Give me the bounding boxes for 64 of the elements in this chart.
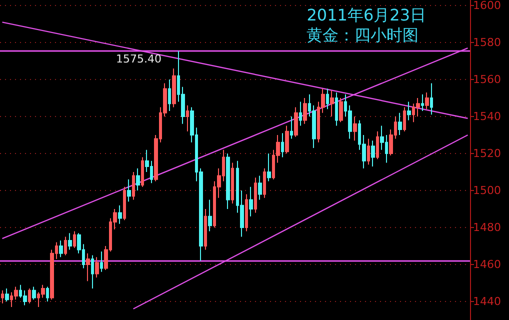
candlestick bbox=[91, 254, 94, 290]
candlestick bbox=[254, 177, 257, 214]
candlestick bbox=[141, 156, 144, 188]
candlestick bbox=[353, 116, 357, 142]
y-tick-label: 1580 bbox=[473, 36, 501, 50]
candlestick bbox=[421, 94, 424, 112]
y-tick-label: 1520 bbox=[473, 147, 501, 160]
candlestick bbox=[64, 236, 67, 256]
candlestick bbox=[123, 186, 126, 221]
annotation: 1575.40 bbox=[116, 52, 162, 66]
candlestick bbox=[136, 168, 140, 192]
y-tick-label: 1440 bbox=[473, 295, 501, 308]
candlestick bbox=[263, 168, 266, 198]
candlestick bbox=[95, 256, 99, 278]
candlestick bbox=[168, 79, 171, 112]
candlestick bbox=[371, 140, 375, 167]
candlestick bbox=[335, 92, 338, 126]
candlestick bbox=[290, 116, 293, 140]
candlestick bbox=[73, 230, 76, 248]
candlestick bbox=[226, 153, 230, 210]
candlestick bbox=[1, 290, 4, 304]
candlestick bbox=[186, 104, 189, 132]
candlestick bbox=[403, 106, 406, 132]
candlestick bbox=[376, 130, 379, 160]
candlestick bbox=[398, 112, 402, 136]
candlestick bbox=[326, 88, 329, 110]
candlestick bbox=[367, 138, 370, 166]
candlestick bbox=[231, 162, 234, 204]
text: 黄金：四小时图 bbox=[306, 26, 419, 44]
candlestick bbox=[285, 125, 289, 154]
candlestick bbox=[100, 251, 103, 272]
y-tick-label: 1460 bbox=[473, 258, 501, 272]
candlestick bbox=[281, 132, 284, 158]
y-tick-label: 1600 bbox=[473, 0, 501, 12]
candlestick bbox=[407, 101, 411, 121]
candlestick bbox=[294, 106, 298, 138]
y-tick-label: 1500 bbox=[473, 184, 501, 198]
candlestick bbox=[86, 252, 90, 282]
candlestick bbox=[172, 68, 176, 108]
candlestick bbox=[425, 92, 429, 110]
y-tick-label: 1540 bbox=[473, 110, 501, 124]
candlestick bbox=[28, 288, 31, 304]
candlestick bbox=[46, 286, 49, 302]
chart-title: 2011年6月23日 bbox=[306, 6, 426, 24]
candlestick bbox=[249, 186, 253, 217]
candlestick bbox=[303, 98, 307, 124]
candlestick bbox=[32, 286, 36, 300]
candlestick bbox=[127, 178, 131, 202]
y-tick-label: 1560 bbox=[473, 73, 501, 86]
candlestick bbox=[68, 232, 72, 250]
candlestick bbox=[299, 101, 302, 126]
candlestick bbox=[267, 153, 271, 182]
candlestick bbox=[5, 288, 9, 302]
candlestick bbox=[204, 208, 207, 250]
candlestick bbox=[132, 172, 135, 200]
candlestick bbox=[118, 204, 122, 224]
y-tick-label: 1480 bbox=[473, 221, 501, 234]
candlestick bbox=[339, 98, 343, 123]
candlestick bbox=[208, 199, 212, 232]
candlestick bbox=[258, 175, 262, 200]
candlestick bbox=[59, 240, 63, 258]
candlestick bbox=[430, 82, 433, 116]
candlestick bbox=[245, 194, 248, 232]
candlestick bbox=[330, 90, 334, 118]
